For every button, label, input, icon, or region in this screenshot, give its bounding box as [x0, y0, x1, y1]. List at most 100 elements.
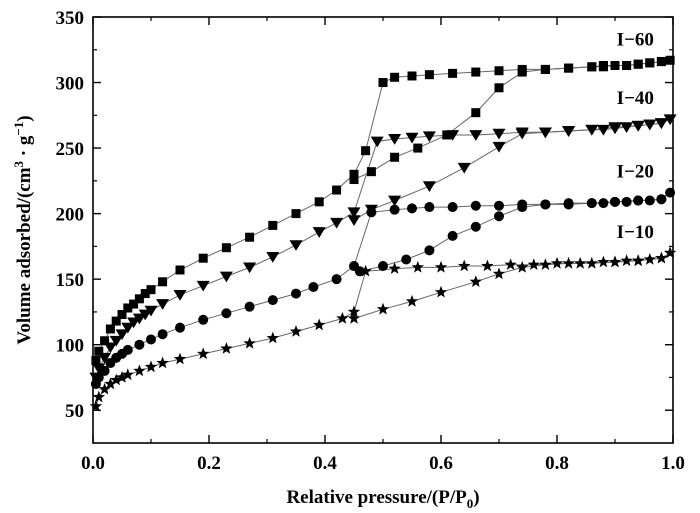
data-point — [654, 118, 668, 130]
data-point — [347, 305, 361, 318]
data-point — [540, 64, 550, 74]
data-point — [448, 68, 458, 78]
data-point — [146, 334, 156, 345]
data-point — [331, 274, 342, 285]
data-point — [366, 167, 376, 177]
data-point — [308, 282, 319, 293]
data-point — [407, 71, 417, 81]
x-tick-label: 0.4 — [313, 453, 337, 474]
data-point — [492, 267, 506, 280]
data-point — [129, 299, 139, 309]
data-point — [470, 200, 481, 211]
data-point — [347, 207, 361, 219]
data-point — [470, 221, 481, 232]
data-point — [596, 124, 610, 136]
data-point — [245, 232, 255, 242]
data-point — [266, 331, 279, 344]
data-point — [221, 308, 232, 319]
data-point — [330, 217, 344, 229]
data-point — [359, 264, 372, 277]
data-point — [109, 335, 123, 347]
data-point — [538, 127, 552, 139]
data-point — [268, 220, 278, 230]
data-point — [122, 344, 133, 355]
series-points — [89, 55, 677, 412]
data-point — [564, 63, 574, 73]
data-point — [117, 310, 127, 320]
x-tick-label: 0.8 — [545, 453, 569, 474]
y-tick-label: 150 — [56, 270, 85, 291]
data-point — [540, 199, 551, 210]
data-point — [354, 266, 365, 277]
data-point — [121, 368, 134, 381]
data-point — [621, 196, 632, 207]
data-point — [332, 185, 342, 195]
y-axis-title: Volume adsorbed/(cm3 · g−1) — [11, 115, 35, 344]
x-tick-label: 0.0 — [81, 453, 105, 474]
data-point — [645, 58, 655, 68]
data-point — [407, 203, 417, 214]
series-label: I−20 — [617, 162, 654, 183]
data-point — [219, 271, 233, 283]
data-point — [516, 260, 529, 273]
data-point — [289, 325, 303, 337]
data-point — [134, 294, 144, 304]
data-point — [138, 309, 152, 321]
data-point — [388, 195, 402, 207]
data-point — [312, 227, 326, 238]
data-point — [517, 67, 527, 77]
data-point — [424, 70, 434, 80]
data-point — [389, 204, 400, 215]
data-point — [631, 120, 645, 132]
data-point — [471, 67, 481, 77]
data-point — [105, 324, 115, 334]
data-point — [220, 342, 233, 354]
series-label: I−40 — [617, 88, 654, 109]
y-tick-label: 300 — [56, 74, 85, 95]
data-point — [586, 198, 597, 209]
data-point — [610, 60, 620, 70]
data-point — [291, 288, 301, 299]
data-point — [598, 198, 609, 209]
data-point — [157, 329, 168, 340]
data-point — [347, 215, 361, 227]
data-point — [422, 131, 436, 143]
data-point — [469, 275, 482, 287]
data-point — [597, 255, 610, 268]
data-point — [244, 301, 255, 312]
data-point — [336, 312, 349, 324]
data-point — [267, 295, 278, 306]
data-point — [347, 312, 361, 324]
data-point — [376, 302, 390, 315]
data-point — [442, 130, 452, 140]
data-point — [492, 128, 506, 140]
data-point — [663, 246, 677, 259]
axis-ticks: 0.0 0.2 0.4 0.6 0.8 1.0 50 100 150 200 250 300 350 — [56, 8, 685, 474]
data-point — [378, 78, 388, 88]
data-point — [390, 152, 400, 162]
data-point — [434, 260, 448, 273]
data-point — [378, 261, 388, 272]
data-point — [587, 62, 597, 72]
data-point — [494, 83, 504, 93]
data-point — [370, 136, 384, 148]
data-point — [146, 285, 156, 295]
data-point — [121, 322, 135, 334]
data-point — [92, 390, 105, 403]
data-point — [123, 303, 133, 313]
data-point — [550, 256, 564, 269]
data-point — [198, 314, 209, 325]
data-point — [598, 60, 608, 70]
adsorption-line — [95, 59, 671, 361]
data-point — [574, 256, 587, 269]
data-point — [349, 169, 359, 179]
adsorption-line — [95, 192, 671, 385]
data-point — [390, 72, 400, 82]
data-point — [458, 259, 471, 272]
data-point — [424, 245, 435, 256]
data-point — [366, 207, 377, 218]
data-point — [156, 356, 169, 369]
data-point — [93, 372, 104, 383]
data-point — [494, 200, 504, 211]
data-point — [134, 339, 145, 350]
